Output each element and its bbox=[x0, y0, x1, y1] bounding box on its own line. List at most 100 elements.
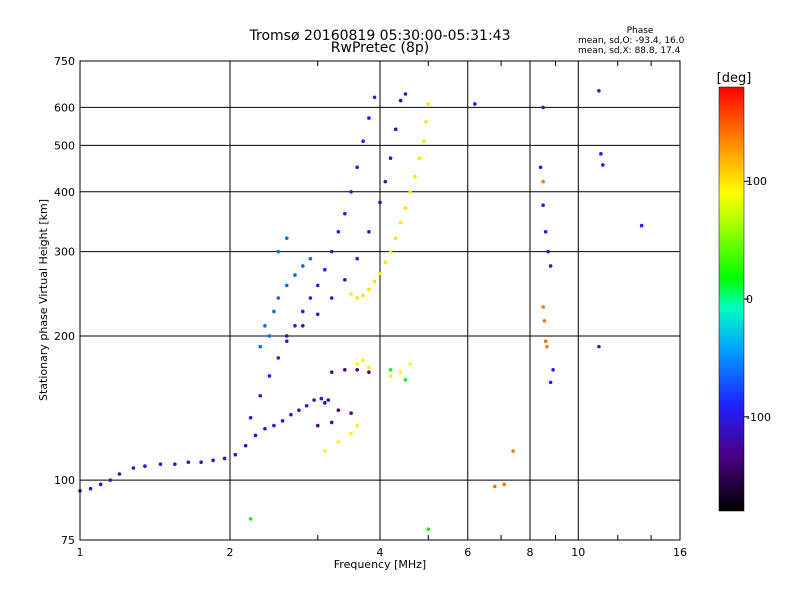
data-point bbox=[326, 398, 331, 402]
data-point bbox=[315, 283, 320, 288]
data-point bbox=[355, 361, 359, 366]
data-point bbox=[398, 98, 403, 103]
data-point bbox=[272, 309, 276, 314]
x-tick-label: 4 bbox=[377, 546, 384, 559]
data-point bbox=[361, 139, 365, 144]
data-point bbox=[383, 260, 388, 265]
data-point bbox=[276, 296, 281, 300]
data-point bbox=[308, 296, 313, 300]
y-axis-label: Stationary phase Virtual Height [km] bbox=[37, 199, 50, 401]
data-point bbox=[426, 527, 431, 531]
x-axis-label: Frequency [MHz] bbox=[334, 558, 426, 571]
data-point bbox=[343, 277, 347, 282]
data-point bbox=[542, 319, 547, 323]
plot-frame bbox=[79, 60, 681, 541]
chart-title: Tromsø 20160819 05:30:00-05:31:43 bbox=[249, 28, 511, 44]
y-tick-label: 100 bbox=[54, 474, 75, 487]
y-tick-label: 500 bbox=[54, 139, 75, 152]
data-point bbox=[361, 293, 365, 298]
data-point bbox=[284, 236, 289, 240]
stats-label: Phase bbox=[627, 26, 654, 36]
data-point bbox=[243, 443, 248, 448]
data-point bbox=[543, 339, 548, 344]
data-point bbox=[545, 344, 549, 349]
data-point bbox=[548, 380, 553, 385]
data-point bbox=[329, 370, 334, 375]
data-point bbox=[548, 264, 553, 268]
data-point bbox=[329, 296, 334, 300]
data-point bbox=[541, 203, 545, 207]
data-point bbox=[329, 249, 334, 254]
x-tick-label: 6 bbox=[464, 546, 471, 559]
axes: 1 2 4 6 8 10 16 75 100 200 300 400 500 600 750 bbox=[54, 55, 687, 559]
data-point bbox=[367, 365, 371, 370]
data-point bbox=[108, 478, 113, 482]
data-point bbox=[280, 419, 285, 423]
data-point bbox=[403, 206, 408, 210]
data-point bbox=[199, 460, 203, 465]
data-point bbox=[143, 464, 147, 468]
data-point bbox=[388, 249, 393, 254]
data-point bbox=[349, 431, 353, 436]
data-point bbox=[546, 249, 550, 254]
data-point bbox=[336, 229, 341, 234]
data-point bbox=[398, 220, 403, 225]
colorbar-ticks: 100 0 -100 bbox=[744, 175, 771, 424]
data-point bbox=[258, 344, 263, 349]
y-tick-label: 300 bbox=[54, 246, 75, 259]
data-point bbox=[543, 229, 548, 234]
data-point bbox=[284, 334, 289, 338]
data-point bbox=[284, 339, 289, 344]
data-point bbox=[597, 344, 601, 349]
data-point bbox=[173, 462, 177, 466]
data-point bbox=[253, 433, 258, 438]
data-point bbox=[502, 482, 506, 487]
data-point bbox=[473, 102, 477, 106]
data-point bbox=[301, 324, 305, 328]
colorbar-tick-label: -100 bbox=[746, 411, 771, 424]
x-tick-label: 10 bbox=[571, 546, 585, 559]
data-point bbox=[272, 423, 276, 428]
y-tick-label: 75 bbox=[61, 534, 75, 547]
data-point bbox=[349, 411, 353, 415]
y-tick-label: 600 bbox=[54, 101, 75, 114]
data-point bbox=[417, 156, 422, 161]
chart-subtitle: RwPretec (8p) bbox=[331, 40, 429, 56]
data-point bbox=[293, 273, 297, 277]
y-tick-label: 400 bbox=[54, 186, 75, 199]
data-point bbox=[493, 484, 497, 489]
data-point bbox=[367, 229, 371, 234]
data-point bbox=[98, 482, 103, 487]
data-point bbox=[88, 486, 93, 491]
data-point bbox=[319, 396, 324, 401]
data-point bbox=[403, 92, 408, 96]
data-point bbox=[263, 427, 267, 431]
data-point bbox=[355, 165, 359, 170]
data-point bbox=[301, 264, 305, 268]
data-point bbox=[211, 458, 215, 463]
x-tick-label: 1 bbox=[77, 546, 84, 559]
data-point bbox=[541, 179, 545, 184]
y-tick-label: 200 bbox=[54, 330, 75, 343]
stats-line-o: mean, sd,O: -93.4, 16.0 bbox=[578, 36, 685, 46]
data-point bbox=[336, 440, 341, 445]
data-point bbox=[258, 394, 263, 398]
data-point bbox=[388, 156, 393, 161]
data-point bbox=[511, 449, 515, 453]
data-point bbox=[323, 401, 327, 405]
x-tick-label: 8 bbox=[527, 546, 534, 559]
data-point bbox=[233, 452, 238, 457]
data-point bbox=[408, 361, 413, 366]
data-point bbox=[276, 356, 281, 360]
data-point bbox=[304, 403, 309, 408]
colorbar-tick-label: 100 bbox=[746, 175, 767, 188]
data-point bbox=[131, 466, 136, 470]
y-tick-label: 750 bbox=[54, 55, 75, 68]
data-point bbox=[378, 271, 382, 276]
data-point bbox=[276, 249, 281, 254]
data-point bbox=[388, 367, 393, 372]
data-point bbox=[297, 408, 301, 412]
data-point bbox=[186, 460, 191, 465]
data-point bbox=[355, 423, 359, 428]
data-point bbox=[639, 223, 644, 228]
